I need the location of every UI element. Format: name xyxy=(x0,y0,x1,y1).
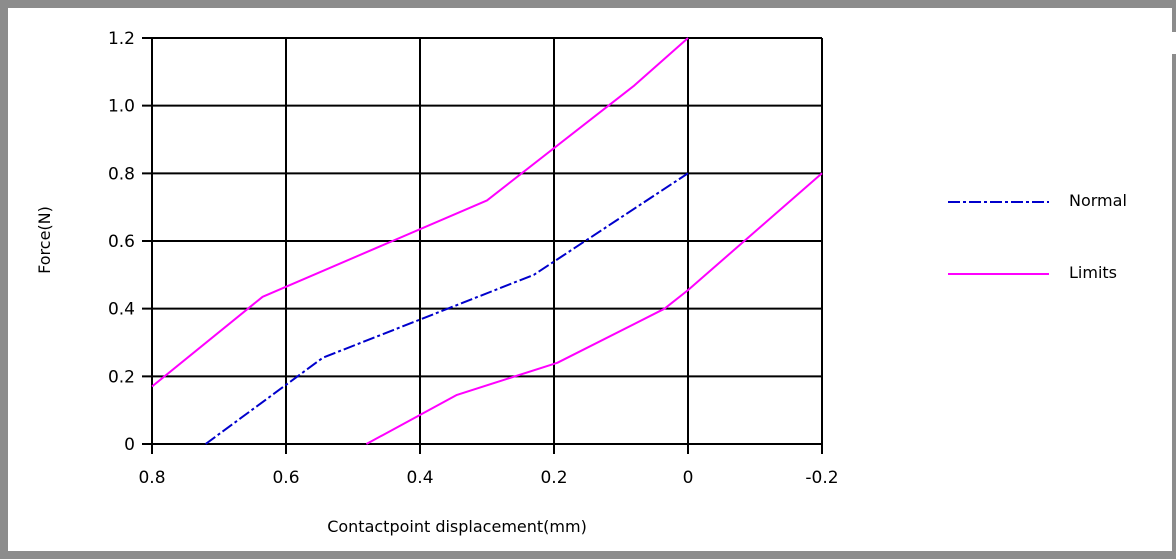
x-tick-label: 0.4 xyxy=(406,468,433,488)
series-line-normal xyxy=(205,172,689,445)
tick-labels: 0 0.2 0.4 0.6 0.8 1.0 1.2 0.8 0.6 0.4 0.2 0 -0.2 xyxy=(108,29,839,488)
series-line-limits xyxy=(151,37,689,388)
y-tick-label: 0.4 xyxy=(108,300,135,320)
x-tick-label: 0.6 xyxy=(272,468,299,488)
legend-label: Limits xyxy=(1069,263,1117,282)
y-axis-label: Force(N) xyxy=(35,206,54,274)
x-tick-label: -0.2 xyxy=(805,468,838,488)
y-tick-label: 1.0 xyxy=(108,97,135,117)
y-tick-label: 0.6 xyxy=(108,232,135,252)
grid xyxy=(142,37,823,454)
y-tick-label: 1.2 xyxy=(108,29,135,49)
x-tick-label: 0.2 xyxy=(540,468,567,488)
y-tick-label: 0.2 xyxy=(108,367,135,387)
x-axis-label: Contactpoint displacement(mm) xyxy=(327,517,587,536)
series-layer xyxy=(151,37,823,445)
legend: Normal Limits xyxy=(948,191,1127,282)
series-line-limits-lower xyxy=(365,172,823,445)
legend-label: Normal xyxy=(1069,191,1127,210)
x-tick-label: 0 xyxy=(683,468,694,488)
y-tick-label: 0 xyxy=(124,435,135,455)
x-tick-label: 0.8 xyxy=(138,468,165,488)
y-tick-label: 0.8 xyxy=(108,164,135,184)
